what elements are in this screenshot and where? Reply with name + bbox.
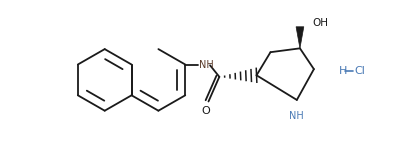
Text: OH: OH <box>312 18 328 28</box>
Text: NH: NH <box>199 59 214 69</box>
Text: H: H <box>339 66 347 76</box>
Text: NH: NH <box>290 111 304 121</box>
Text: Cl: Cl <box>354 66 365 76</box>
Polygon shape <box>296 27 304 48</box>
Text: O: O <box>201 106 210 116</box>
